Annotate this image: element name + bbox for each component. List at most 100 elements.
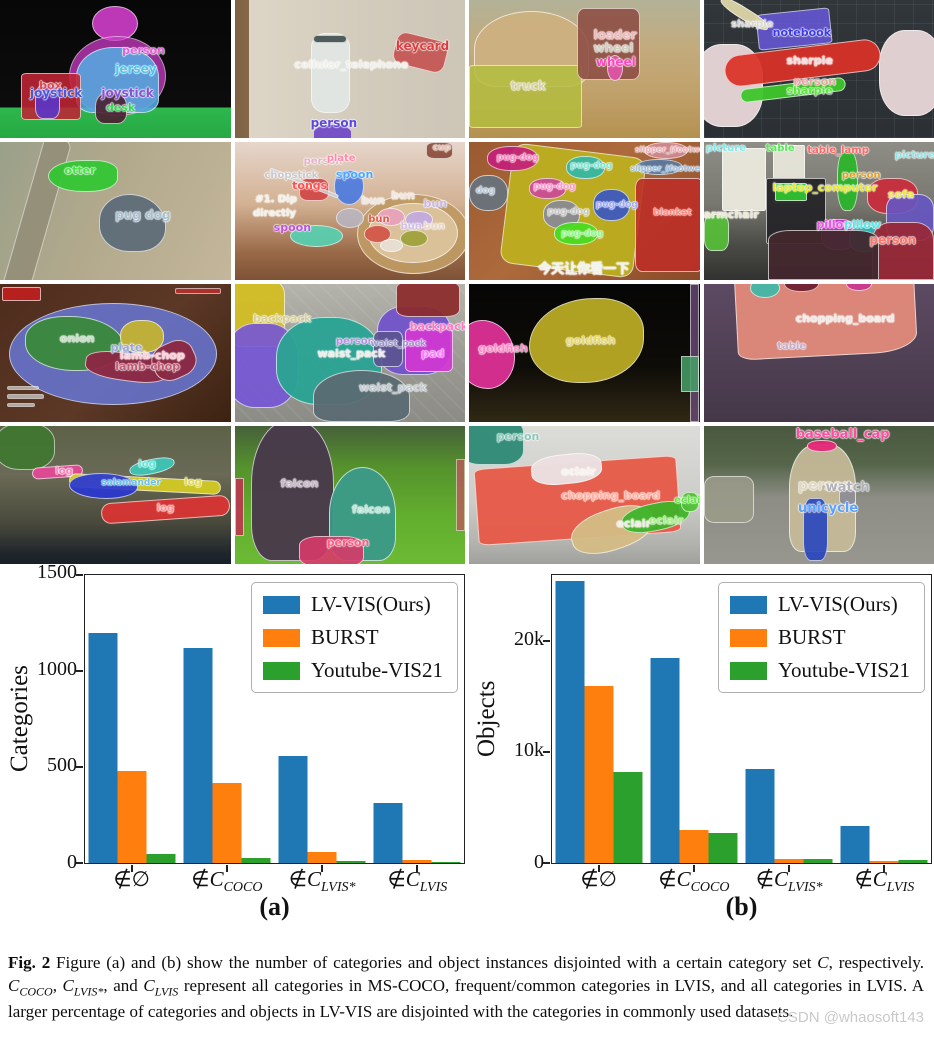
y-tick-label: 10k [514,739,544,762]
mask-label: waist_pack [370,339,426,350]
legend-label: BURST [777,625,846,649]
mask-label: pug-dog [595,199,638,210]
mask-blob [768,230,879,280]
mask-label: otter [64,164,96,178]
mask-label: goldfish [565,333,616,347]
segmentation-image-16: baseball_cap person watch unicycle [703,426,934,564]
y-tick-label: 0 [67,851,77,873]
mask-blob [425,142,454,159]
mask-label: eclair [561,464,596,478]
chart-legend: LV-VIS(Ours) BURST Youtube-VIS21 [717,582,925,693]
bar-burst [402,859,432,863]
mask-blob [377,208,406,227]
mask-label: eclair [674,495,700,506]
mask-blob [802,497,828,562]
mask-label: bun [361,194,385,208]
mask-label: plate [326,153,356,165]
x-tick-mark [787,865,790,872]
bar-youtube-vis21 [708,833,738,863]
mask-label: bun [368,213,390,225]
mask-label: 今天让你看一下 [538,261,630,277]
y-tick-label: 0 [534,851,544,873]
mask-label: eclair [616,517,651,531]
mask-label: armchair [703,208,759,222]
mask-label: pillow [816,217,854,231]
legend-swatch [729,628,767,647]
mask-label: sharpie [731,19,774,31]
mask-label: person [793,74,837,88]
mask-label: directly [252,208,296,220]
bar-group [88,575,176,863]
mask-label: jersey [115,62,157,77]
mask-label: falcon [280,477,319,491]
subfigure-label: (b) [725,892,758,921]
y-axis-ticks: 0 10k 20k [501,574,551,873]
bar-lv-vis-ours- [650,658,680,863]
mask-blob [690,284,700,422]
legend-swatch [262,595,300,614]
x-axis-ticks: ∉∅ ∉CCOCO ∉CLVIS* ∉CLVIS [551,864,932,895]
mask-blob [469,64,582,129]
mask-blob [48,159,118,192]
mask-label: watch [825,479,870,495]
bar-burst [584,685,614,863]
bar-lv-vis-ours- [373,803,403,863]
mask-label: picture [894,150,934,162]
bar-group [183,575,271,863]
mask-label: chopping_board [795,311,895,325]
mask-label: dog [475,186,495,197]
mask-blob [395,284,461,318]
mask-label: person [496,430,540,444]
mask-label: person [326,536,370,550]
mask-label: table [777,340,807,352]
y-tick-label: 20k [514,627,544,650]
y-axis-label: Objects [473,680,500,758]
bar-burst [117,770,147,863]
mask-blob [335,208,364,228]
charts-row: Categories 0 500 1000 1500 LV-VIS(Ours) BURS… [0,561,934,922]
mask-label: pug dog [115,208,171,223]
mask-blob [6,402,35,407]
caption-run: C [817,953,829,972]
mask-label: pug-dog [547,206,590,217]
segmentation-image-9: onion plate lamb-chop lamb-chop [0,284,231,422]
mask-blob [2,286,42,301]
x-tick-label: ∉∅ [113,867,150,891]
mask-label: loader [593,27,637,42]
mask-label: lamb-chop [115,359,181,373]
mask-label: sharpie [786,84,833,98]
legend-swatch [262,628,300,647]
mask-label: log [184,477,202,489]
mask-label: baseball_cap [795,427,890,443]
caption-run: represent all categories in MS-COCO, fre… [8,976,924,1021]
bar-burst [679,829,709,863]
mask-label: unicycle [798,500,859,516]
x-axis-ticks: ∉∅ ∉CCOCO ∉CLVIS* ∉CLVIS [84,864,465,896]
x-tick-mark [598,865,601,872]
legend-entry: Youtube-VIS21 [262,658,443,683]
mask-label: keycard [395,38,450,53]
mask-blob [634,177,700,272]
plot-area: LV-VIS(Ours) BURST Youtube-VIS21 [76,574,465,872]
mask-label: truck [510,78,546,93]
segmentation-image-5: otter pug dog [0,142,231,280]
mask-label: bun [400,220,422,232]
mask-blob [6,386,40,391]
mask-label: pillow [844,217,881,231]
caption-run: , [52,976,63,996]
y-tick-mark [543,751,550,754]
y-axis-ticks: 0 500 1000 1500 [34,561,84,873]
mask-blob [69,472,139,500]
mask-blob [312,34,348,43]
mask-label: eclair [648,514,684,528]
segmentation-image-14: falcon falcon person [234,426,465,564]
mask-blob [405,328,454,373]
mask-label: blanket [653,208,692,219]
categories-bar-chart: Categories 0 500 1000 1500 LV-VIS(Ours) BURS… [0,561,467,922]
segmentation-image-13: log log log log salamander [0,426,231,564]
bar-group [555,575,643,863]
y-tick-mark [543,862,550,864]
x-tick-label: ∉CLVIS* [288,867,356,896]
mask-label: joystick [101,85,154,100]
